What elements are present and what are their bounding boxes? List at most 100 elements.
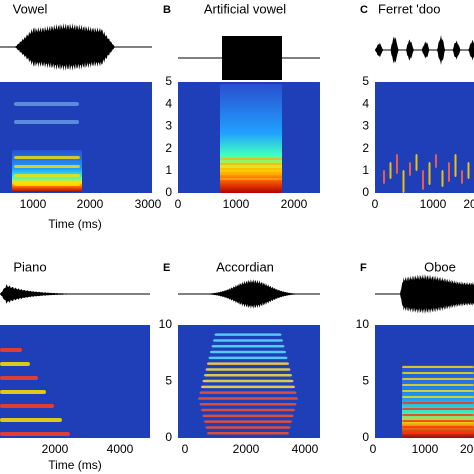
- y-tick-label: 5: [165, 374, 172, 388]
- y-tick-label: 0: [165, 430, 172, 444]
- x-tick-label: 2000: [77, 197, 104, 211]
- waveform: [375, 35, 474, 65]
- spectral-band: [0, 362, 30, 366]
- spectral-band: [14, 156, 80, 159]
- waveform: [222, 36, 282, 80]
- spectral-band: [0, 404, 54, 408]
- panel-letter: F: [360, 262, 367, 274]
- spectral-band: [14, 183, 80, 186]
- panel: Accordian E 0 5 10 0 2000 4000: [159, 259, 320, 456]
- y-tick-label: 0: [362, 430, 369, 444]
- spectral-band: [409, 162, 411, 176]
- spectral-band: [198, 397, 298, 400]
- panel: Piano 2000 4000 Time (ms): [0, 259, 150, 472]
- spectral-band: [435, 154, 437, 168]
- spectral-band: [14, 120, 79, 124]
- spectral-band: [0, 432, 70, 436]
- spectral-band: [422, 170, 424, 190]
- x-tick-label: 4000: [107, 442, 134, 456]
- spectral-band: [448, 162, 450, 182]
- panel: Vowel 1000 2000 3000 Time (ms): [0, 1, 162, 231]
- x-tick-label: 1000: [412, 442, 439, 456]
- x-tick-label: 0: [182, 442, 189, 456]
- panel-title: Ferret 'doo: [378, 1, 440, 16]
- spectral-band: [402, 432, 474, 434]
- x-tick-label: 4000: [292, 442, 319, 456]
- spectral-band: [396, 154, 398, 174]
- waveform: [205, 279, 300, 309]
- spectral-band: [207, 362, 289, 365]
- y-tick-label: 10: [159, 317, 173, 331]
- spectral-band: [214, 333, 282, 336]
- panel-title: Artificial vowel: [204, 1, 286, 16]
- y-tick-label: 0: [165, 185, 172, 199]
- x-axis-label: Time (ms): [48, 217, 102, 231]
- spectral-band: [199, 391, 297, 394]
- y-tick-label: 4: [362, 96, 369, 110]
- spectral-band: [204, 420, 292, 423]
- x-tick-label: 2000: [233, 442, 260, 456]
- waveform: [15, 23, 115, 71]
- spectral-band: [12, 150, 82, 192]
- spectral-band: [0, 376, 38, 380]
- spectral-band: [441, 170, 444, 187]
- spectral-band: [402, 420, 474, 422]
- spectral-band: [208, 356, 288, 360]
- spectral-band: [461, 170, 463, 184]
- spectral-band: [402, 170, 405, 193]
- spectral-band: [207, 432, 289, 435]
- spectral-band: [220, 178, 282, 180]
- spectral-band: [402, 396, 474, 398]
- spectral-band: [201, 385, 295, 389]
- spectral-band: [210, 350, 286, 354]
- spectral-band: [205, 426, 291, 429]
- spectral-band: [454, 154, 457, 177]
- y-tick-label: 4: [165, 96, 172, 110]
- spectral-band: [199, 403, 297, 406]
- spectral-band: [402, 390, 474, 392]
- spectral-band: [205, 368, 291, 371]
- spectral-band: [201, 408, 295, 412]
- y-tick-label: 10: [356, 317, 370, 331]
- panel-title: Vowel: [13, 1, 48, 16]
- panel-letter: B: [163, 4, 171, 16]
- spectral-band: [402, 366, 474, 368]
- x-tick-label: 0: [175, 197, 182, 211]
- x-axis-label: Time (ms): [48, 458, 102, 472]
- y-tick-label: 3: [362, 119, 369, 133]
- panel-title: Accordian: [216, 259, 274, 274]
- spectral-band: [402, 372, 474, 374]
- spectral-band: [220, 158, 282, 160]
- x-tick-label: 0: [372, 197, 379, 211]
- panel: Oboe F 0 5 10 0 1000 200: [356, 259, 474, 456]
- x-tick-label: 2000: [42, 442, 69, 456]
- spectral-band: [14, 102, 79, 106]
- spectral-band: [415, 154, 418, 171]
- x-tick-label: 1000: [223, 197, 250, 211]
- y-tick-label: 5: [165, 74, 172, 88]
- x-tick-label: 200: [460, 442, 474, 456]
- spectral-band: [402, 426, 474, 428]
- spectral-band: [220, 163, 282, 165]
- x-tick-label: 0: [370, 442, 377, 456]
- spectral-band: [402, 402, 474, 404]
- x-tick-label: 3000: [135, 197, 162, 211]
- spectral-band: [220, 173, 282, 175]
- y-tick-label: 2: [362, 141, 369, 155]
- spectral-band: [220, 168, 282, 170]
- y-tick-label: 5: [362, 74, 369, 88]
- spectral-band: [202, 379, 294, 383]
- x-tick-label: 20: [463, 197, 474, 211]
- x-tick-label: 1000: [420, 197, 447, 211]
- y-tick-label: 3: [165, 119, 172, 133]
- spectral-band: [402, 378, 474, 380]
- panel-letter: E: [163, 262, 170, 274]
- panel-title: Oboe: [424, 259, 456, 274]
- panel-title: Piano: [13, 259, 46, 274]
- spectral-band: [204, 374, 292, 377]
- spectral-band: [402, 414, 474, 416]
- spectral-band: [428, 162, 431, 185]
- y-tick-label: 5: [362, 374, 369, 388]
- spectral-band: [389, 162, 392, 179]
